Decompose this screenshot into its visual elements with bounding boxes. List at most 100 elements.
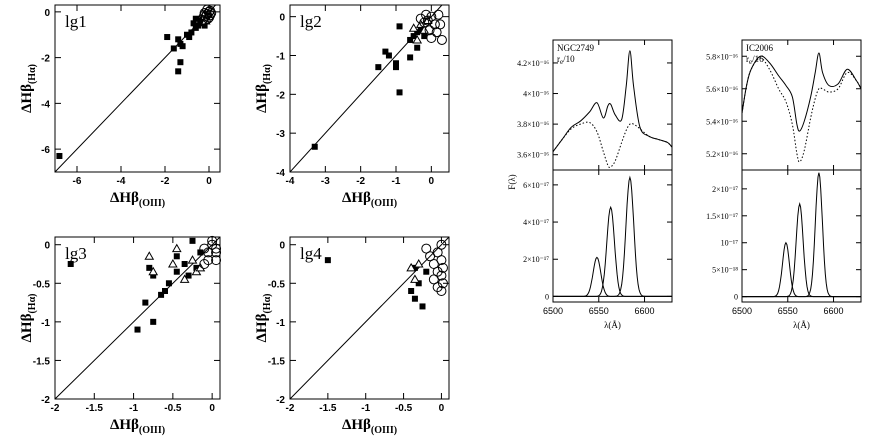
data-point-circle	[433, 9, 444, 20]
plot-frame	[289, 4, 450, 173]
gaussian-component-3	[553, 175, 672, 297]
observed-curve	[552, 50, 673, 152]
data-point-circle	[211, 255, 222, 266]
data-point-square	[382, 48, 389, 55]
spectrum-panel-top-2: 5.2×10⁻¹⁶ 5.4×10⁻¹⁶ 5.6×10⁻¹⁶ 5.8×10⁻¹⁶ IC20…	[706, 39, 862, 171]
data-point-square	[324, 257, 331, 264]
y-tick-label: 0	[545, 292, 549, 301]
y-tick-label: -6	[41, 145, 50, 156]
x-tick-label: -2	[356, 176, 365, 187]
data-point-square	[385, 52, 392, 59]
data-point-square	[408, 288, 415, 294]
data-point-square	[414, 29, 421, 36]
data-point-circle	[436, 286, 447, 296]
y-tick-label: -0.5	[33, 279, 51, 290]
data-point-circle	[205, 10, 216, 21]
data-point-square	[411, 295, 418, 302]
x-tick-label: -2	[286, 403, 295, 414]
data-point-triangle	[419, 25, 430, 34]
data-point-triangle	[413, 258, 424, 268]
data-point-square	[197, 249, 204, 256]
x-tick-label: -0.5	[164, 403, 182, 414]
y-tick-label: 5.6×10⁻¹⁶	[706, 85, 738, 94]
data-point-triangle	[195, 262, 206, 272]
data-point-square	[165, 280, 172, 287]
plot-frame	[552, 169, 673, 303]
x-tick-label: 6500	[732, 306, 752, 316]
spectrum-panel-bottom-1: 6500 6550 6600 0 2×10⁻¹⁷ 4×10⁻¹⁷ 6×10⁻¹⁷ λ(Å)	[523, 169, 673, 330]
data-point-square	[170, 45, 177, 52]
data-point-circle	[199, 243, 210, 254]
identity-line	[55, 237, 220, 399]
data-point-square	[185, 272, 192, 279]
x-tick-label: 0	[209, 403, 215, 414]
y-tick-label: -4	[276, 168, 285, 179]
data-point-square	[158, 291, 165, 298]
x-tick-label: -1.5	[319, 403, 337, 414]
data-point-triangle	[412, 34, 423, 44]
plot-frame	[289, 236, 450, 400]
y-tick-label: 4×10⁻¹⁶	[523, 90, 549, 99]
y-axis-label: ΔHβ(Hα)	[254, 293, 273, 342]
data-point-square	[417, 27, 424, 34]
panel-label: lg2	[300, 12, 322, 31]
scatter-panel-lg1: -6 -4 -2 0 -6 -4 -2 0 lg1 ΔHβ(OIII) ΔHβ(Hα)	[19, 4, 221, 209]
data-point-circle	[419, 17, 430, 28]
x-tick-label: 6550	[589, 306, 609, 316]
x-tick-label: -2	[51, 403, 60, 414]
data-point-circle	[429, 19, 440, 30]
data-point-square	[421, 33, 428, 40]
y-tick-label: 0	[44, 241, 50, 252]
data-point-triangle	[410, 274, 420, 283]
y-tick-label: -2	[41, 54, 50, 65]
data-point-square	[190, 20, 197, 27]
y-tick-label: 3.8×10⁻¹⁶	[517, 120, 549, 129]
data-point-circle	[207, 239, 218, 250]
data-point-circle	[436, 34, 447, 45]
aperture-label: re/16	[746, 54, 764, 66]
data-point-square	[201, 22, 208, 29]
data-point-triangle	[179, 274, 190, 283]
y-tick-label: -3	[276, 129, 285, 140]
x-axis-label: ΔHβ(OIII)	[342, 417, 397, 436]
data-point-square	[407, 54, 414, 61]
data-point-circle	[437, 278, 448, 289]
gaussian-component-3	[742, 172, 861, 298]
x-axis-label: λ(Å)	[793, 320, 810, 330]
scatter-panel-lg4: -2 -1.5 -1 -0.5 0 -2 -1.5 -1 -0.5 0 lg4 ΔHβ(OIII) ΔH…	[254, 236, 450, 436]
y-tick-label: -0.5	[268, 279, 286, 290]
panel-label: lg1	[65, 12, 87, 31]
x-tick-label: -1	[392, 176, 401, 187]
y-tick-label: -1.5	[268, 356, 286, 367]
y-axis-label: ΔHβ(Hα)	[254, 64, 273, 113]
data-point-square	[177, 59, 184, 66]
data-point-circle	[421, 9, 432, 20]
galaxy-name: NGC2749	[557, 43, 595, 53]
data-point-circle	[436, 270, 447, 281]
y-tick-label: 5.2×10⁻¹⁶	[706, 150, 738, 159]
spectrum-panel-top-1: 3.6×10⁻¹⁶ 3.8×10⁻¹⁶ 4×10⁻¹⁶ 4.2×10⁻¹⁶ NGC274…	[507, 39, 673, 190]
x-tick-label: -1	[129, 403, 138, 414]
x-tick-label: 0	[206, 176, 212, 187]
data-point-square	[393, 60, 399, 67]
data-point-circle	[211, 243, 222, 254]
scatter-panel-lg3: -2 -1.5 -1 -0.5 0 -2 -1.5 -1 -0.5 0 lg3 ΔHβ(OIII) ΔH…	[19, 235, 222, 436]
plot-frame	[54, 236, 221, 400]
x-tick-label: -6	[73, 176, 82, 187]
x-tick-label: 6600	[635, 306, 655, 316]
data-point-circle	[432, 282, 443, 293]
data-point-square	[393, 64, 399, 71]
y-axis-label: ΔHβ(Hα)	[19, 64, 38, 113]
y-tick-label: 4.2×10⁻¹⁶	[517, 59, 549, 68]
x-tick-label: 0	[439, 403, 445, 414]
y-tick-label: -4	[41, 99, 50, 110]
data-point-circle	[435, 19, 446, 30]
data-point-square	[142, 299, 149, 306]
data-point-square	[179, 43, 186, 50]
data-point-square	[195, 22, 201, 29]
data-point-square	[311, 143, 318, 150]
y-tick-label: 5×10⁻¹⁸	[712, 266, 738, 275]
data-point-circle	[415, 13, 426, 24]
data-point-square	[396, 23, 403, 30]
y-tick-label: 5.4×10⁻¹⁶	[706, 117, 738, 126]
